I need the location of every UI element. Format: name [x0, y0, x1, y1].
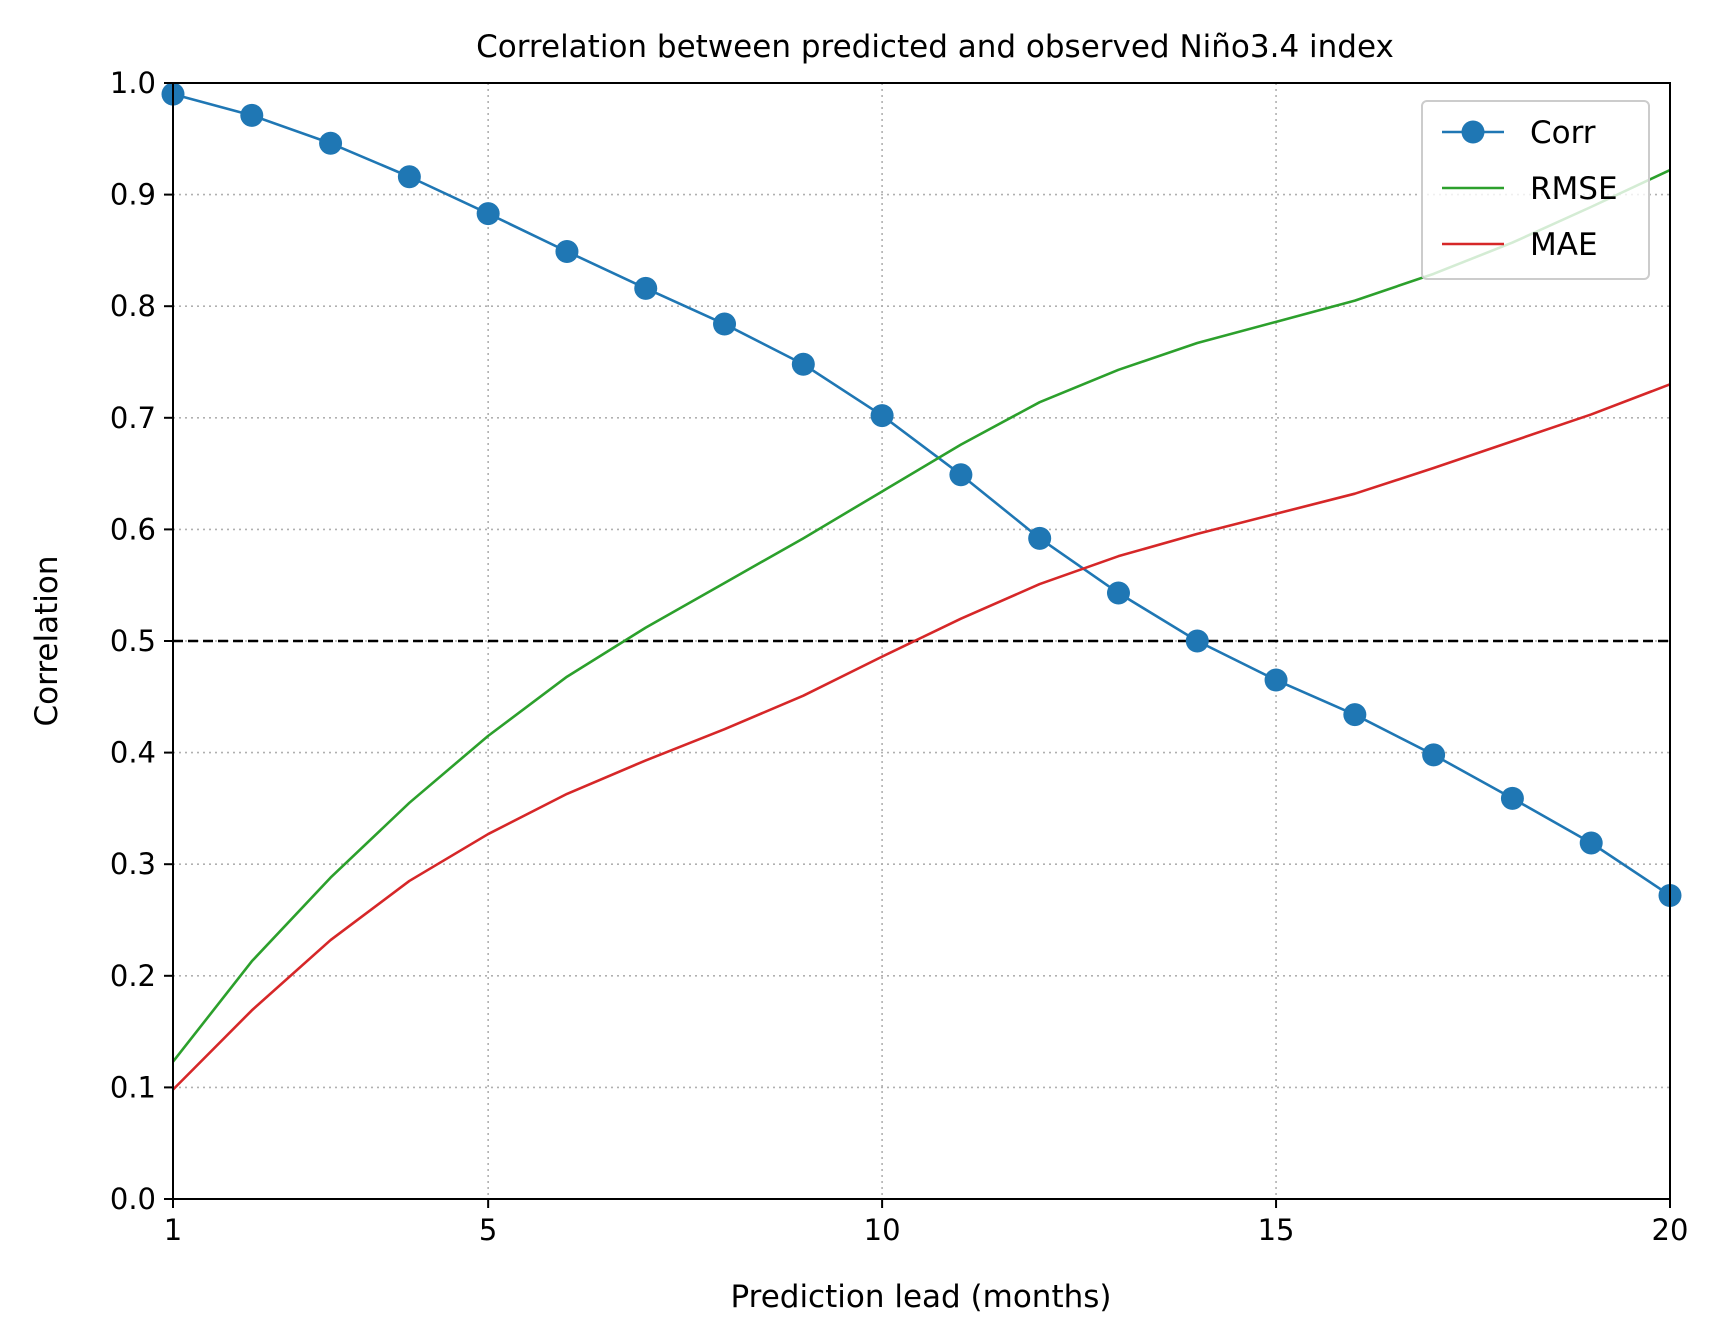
series-layer	[161, 82, 1682, 1091]
y-tick-label: 0.9	[110, 178, 156, 212]
y-tick-label: 0.5	[110, 624, 156, 658]
series-rmse	[171, 168, 1671, 1063]
data-point-corr	[634, 276, 658, 300]
legend-item-mae: MAE	[1442, 227, 1598, 263]
y-tick-label: 0.1	[110, 1070, 156, 1104]
y-axis-ticks: 0.0 0.1 0.2 0.3 0.4 0.5 0.6 0.7 0.8 0.9 1.0	[110, 66, 173, 1216]
x-tick-label: 20	[1652, 1213, 1689, 1247]
series-line-rmse	[171, 168, 1671, 1063]
data-point-corr	[870, 404, 894, 428]
series-corr	[161, 82, 1682, 907]
data-point-corr	[1264, 668, 1288, 692]
legend: Corr RMSE MAE	[1421, 100, 1650, 280]
x-tick-label: 5	[479, 1213, 497, 1247]
legend-item-rmse: RMSE	[1442, 171, 1618, 207]
data-point-corr	[949, 463, 973, 487]
y-tick-label: 0.2	[110, 959, 156, 993]
data-point-corr	[555, 240, 579, 264]
legend-label-rmse: RMSE	[1530, 171, 1618, 207]
data-point-corr	[791, 352, 815, 376]
data-point-corr	[1500, 786, 1524, 810]
data-point-corr	[1579, 831, 1603, 855]
legend-label-corr: Corr	[1530, 115, 1596, 151]
data-point-corr	[1343, 703, 1367, 727]
data-point-corr	[1028, 526, 1052, 550]
y-tick-label: 0.0	[110, 1182, 156, 1216]
legend-item-corr: Corr	[1442, 115, 1596, 151]
x-axis-label: Prediction lead (months)	[730, 1279, 1111, 1315]
y-tick-label: 0.8	[110, 289, 156, 323]
data-point-corr	[397, 165, 421, 189]
y-tick-label: 0.3	[110, 847, 156, 881]
y-tick-label: 0.4	[110, 736, 156, 770]
x-tick-label: 1	[164, 1213, 182, 1247]
y-tick-label: 0.7	[110, 401, 156, 435]
data-point-corr	[240, 103, 264, 127]
data-point-corr	[1422, 743, 1446, 767]
x-tick-label: 15	[1258, 1213, 1295, 1247]
legend-label-mae: MAE	[1530, 227, 1598, 263]
legend-box	[1421, 100, 1650, 280]
series-line-corr	[172, 92, 1671, 897]
x-axis-ticks: 1 5 10 15 20	[164, 1199, 1689, 1247]
data-point-corr	[713, 312, 737, 336]
y-axis-label: Correlation	[29, 556, 65, 727]
chart-title: Correlation between predicted and observ…	[476, 29, 1394, 65]
series-line-mae	[172, 383, 1671, 1091]
data-point-corr	[1185, 629, 1209, 653]
y-tick-label: 1.0	[110, 66, 156, 100]
data-point-corr	[476, 202, 500, 226]
x-tick-label: 10	[864, 1213, 901, 1247]
y-tick-label: 0.6	[110, 512, 156, 546]
data-point-corr	[1106, 581, 1130, 605]
series-mae	[172, 383, 1671, 1091]
legend-marker-corr	[1461, 120, 1485, 144]
data-point-corr	[319, 131, 343, 155]
